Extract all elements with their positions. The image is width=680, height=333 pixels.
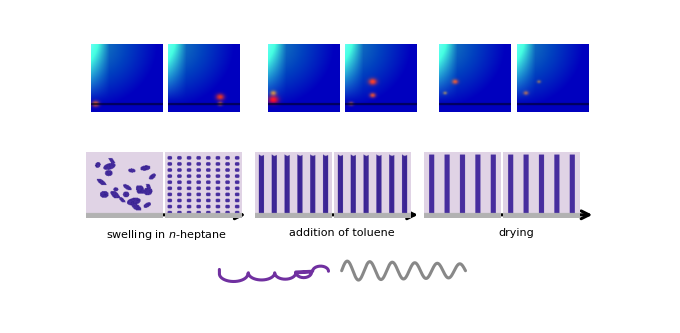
Text: swelling in $n$-heptane: swelling in $n$-heptane	[106, 228, 227, 242]
Text: drying: drying	[498, 228, 534, 238]
Text: addition of toluene: addition of toluene	[289, 228, 394, 238]
